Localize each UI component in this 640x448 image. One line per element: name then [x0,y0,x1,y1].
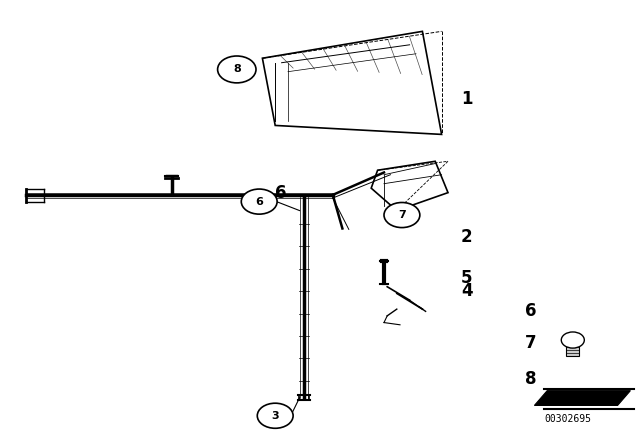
Text: 2: 2 [461,228,472,246]
Text: 5: 5 [461,269,472,287]
Text: 6: 6 [275,184,287,202]
Text: 3: 3 [271,411,279,421]
Circle shape [241,189,277,214]
Circle shape [218,56,256,83]
Text: 8: 8 [525,370,536,388]
Text: 4: 4 [461,282,472,300]
FancyBboxPatch shape [566,346,579,356]
Circle shape [257,403,293,428]
Text: 1: 1 [461,90,472,108]
Text: 7: 7 [525,334,536,352]
Circle shape [384,202,420,228]
Text: 6: 6 [255,197,263,207]
Text: 7: 7 [398,210,406,220]
Text: 00302695: 00302695 [544,414,591,424]
Circle shape [561,332,584,348]
Polygon shape [534,391,630,405]
Text: 8: 8 [233,65,241,74]
Text: 6: 6 [525,302,536,320]
